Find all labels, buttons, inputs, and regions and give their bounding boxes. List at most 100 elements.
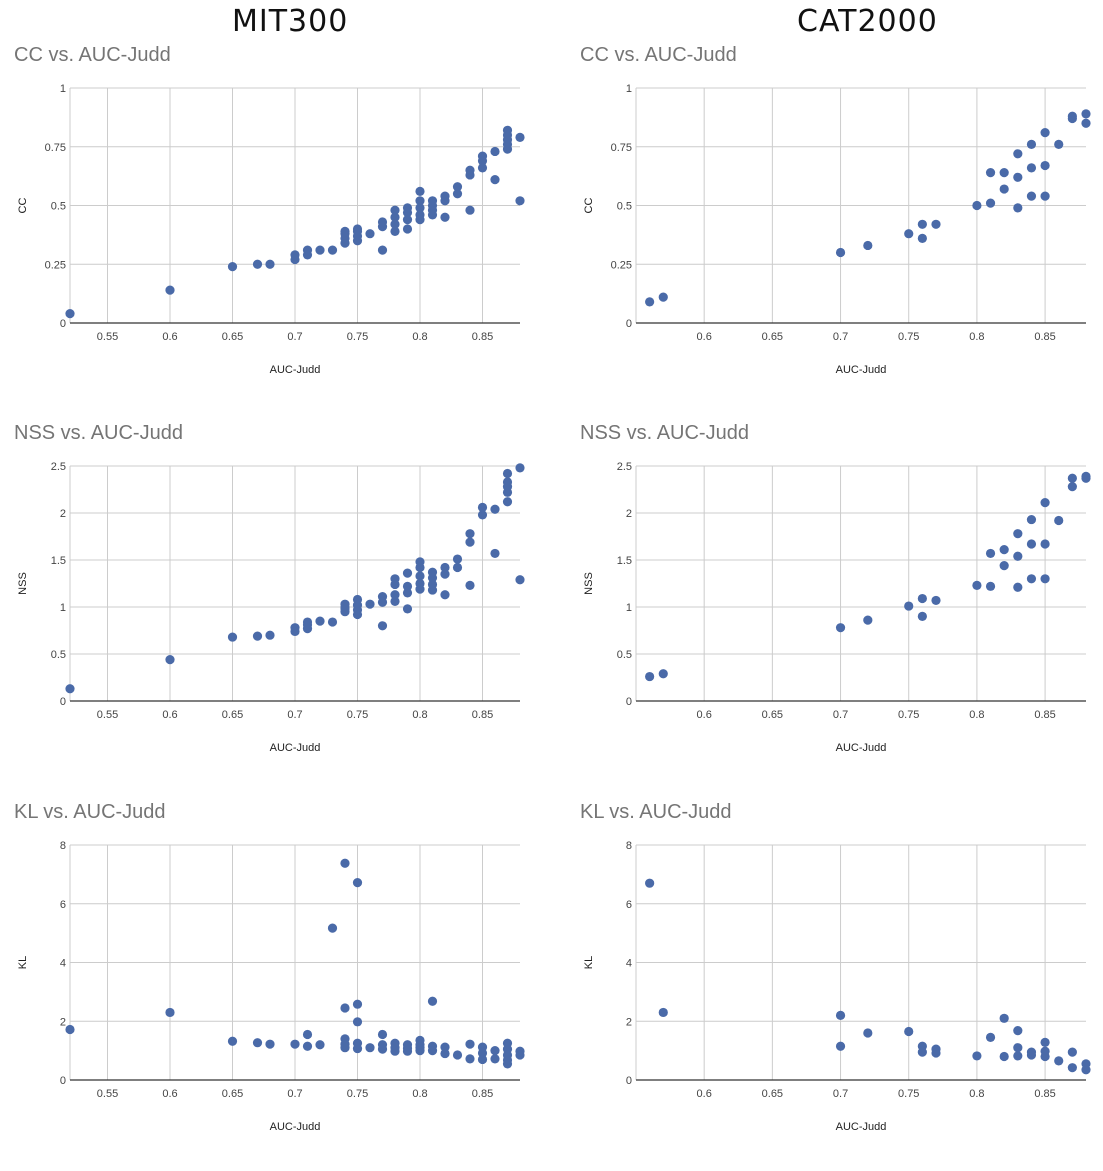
- data-point: [440, 191, 450, 201]
- x-tick-label: 0.6: [162, 709, 177, 721]
- data-point: [390, 219, 400, 229]
- data-point: [1040, 160, 1050, 171]
- data-point: [165, 285, 175, 295]
- x-tick-label: 0.85: [1034, 1088, 1055, 1100]
- x-tick-label: 0.65: [762, 1088, 783, 1100]
- data-point: [1026, 1050, 1037, 1060]
- data-point: [1067, 482, 1077, 492]
- data-point: [502, 1059, 513, 1069]
- y-tick-label: 6: [626, 899, 632, 911]
- y-tick-label: 2: [626, 1016, 632, 1028]
- data-point: [465, 1054, 475, 1064]
- data-point: [377, 217, 388, 227]
- data-point: [452, 189, 463, 199]
- data-point: [1040, 191, 1050, 201]
- data-point: [465, 537, 475, 547]
- column-heading-cat2000: CAT2000: [797, 4, 938, 39]
- data-point: [658, 292, 668, 302]
- scatter-plot: 0 0.5 1 1.5 2 2.5 0.55 0.6 0.65 0.7 0.75 0.8 0.85 AUC…: [17, 461, 525, 754]
- data-point: [352, 878, 363, 888]
- data-point: [1040, 1051, 1050, 1062]
- data-point: [502, 477, 513, 487]
- data-point: [402, 1046, 413, 1056]
- data-point: [415, 186, 425, 196]
- data-point: [402, 224, 413, 234]
- chart-title: NSS vs. AUC-Judd: [580, 422, 749, 444]
- data-point: [1081, 109, 1091, 119]
- data-point: [465, 165, 475, 175]
- x-tick-label: 0.7: [287, 1088, 302, 1100]
- y-tick-label: 0.5: [51, 649, 66, 661]
- x-tick-label: 0.7: [833, 709, 848, 721]
- data-point: [985, 168, 996, 178]
- data-point: [415, 1046, 425, 1056]
- data-point: [1067, 1047, 1077, 1057]
- y-tick-label: 0: [626, 1075, 632, 1087]
- data-point: [515, 196, 525, 206]
- data-point: [515, 132, 525, 142]
- y-tick-label: 0: [60, 696, 66, 708]
- data-point: [1067, 473, 1077, 483]
- data-point: [1081, 1065, 1091, 1075]
- data-point: [985, 548, 996, 559]
- data-point: [1026, 163, 1037, 173]
- x-axis-label: AUC-Judd: [836, 1121, 887, 1133]
- data-point: [1013, 582, 1023, 592]
- data-point: [327, 617, 338, 627]
- data-point: [227, 262, 238, 272]
- data-point: [390, 590, 400, 600]
- data-point: [265, 630, 275, 640]
- data-point: [65, 684, 75, 694]
- data-point: [490, 1046, 500, 1056]
- x-tick-label: 0.65: [762, 331, 783, 343]
- data-point: [985, 198, 996, 208]
- data-point: [377, 592, 388, 602]
- data-point: [302, 245, 313, 255]
- data-point: [490, 504, 500, 514]
- y-axis-label: NSS: [17, 572, 29, 595]
- x-tick-label: 0.6: [162, 1088, 177, 1100]
- data-point: [402, 581, 413, 591]
- y-tick-label: 1.5: [51, 555, 66, 567]
- data-point: [515, 575, 525, 585]
- y-axis-label: KL: [17, 956, 29, 969]
- data-point: [302, 1029, 313, 1040]
- data-point: [1013, 529, 1023, 539]
- data-point: [227, 1036, 238, 1046]
- data-point: [502, 497, 513, 507]
- data-point: [402, 588, 413, 598]
- data-point: [1054, 515, 1064, 526]
- data-point: [477, 510, 488, 520]
- data-point: [340, 599, 350, 609]
- y-tick-label: 0.75: [611, 142, 632, 154]
- data-point: [999, 1051, 1009, 1062]
- chart-mit300-nss: NSS vs. AUC-Judd 0 0.5 1 1.5 2 2.5 0.55 0.6 0.65…: [14, 422, 554, 792]
- data-point: [327, 245, 338, 255]
- data-point: [65, 1024, 75, 1035]
- data-point: [477, 1048, 488, 1058]
- x-axis-label: AUC-Judd: [836, 742, 887, 754]
- x-tick-label: 0.55: [97, 709, 118, 721]
- data-point: [972, 580, 982, 590]
- x-tick-label: 0.7: [287, 709, 302, 721]
- data-point: [917, 593, 927, 604]
- data-point: [931, 595, 941, 606]
- x-tick-label: 0.75: [347, 1088, 368, 1100]
- y-tick-label: 0: [626, 318, 632, 330]
- x-tick-label: 0.75: [347, 331, 368, 343]
- data-point: [490, 146, 500, 157]
- data-point: [1040, 128, 1050, 138]
- data-point: [917, 233, 927, 243]
- data-point: [999, 561, 1009, 571]
- data-point: [290, 1039, 300, 1049]
- data-point: [1026, 514, 1037, 525]
- data-point: [415, 196, 425, 206]
- data-point: [1040, 574, 1050, 584]
- x-tick-label: 0.7: [833, 1088, 848, 1100]
- data-point: [835, 247, 846, 258]
- data-point: [290, 250, 300, 260]
- y-tick-label: 1.5: [617, 555, 632, 567]
- data-point: [365, 599, 375, 609]
- y-tick-label: 0.75: [45, 142, 66, 154]
- x-tick-label: 0.85: [472, 709, 493, 721]
